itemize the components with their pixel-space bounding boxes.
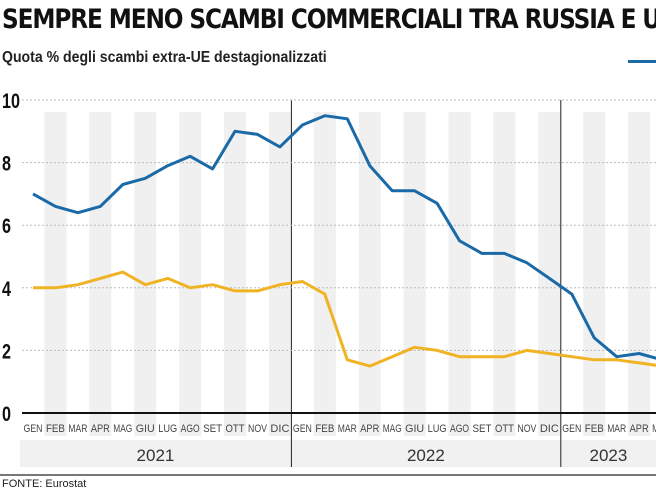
x-tick-label: GEN [293, 423, 312, 435]
month-stripe [583, 112, 606, 436]
chart-title: SEMPRE MENO SCAMBI COMMERCIALI TRA RUSSI… [2, 4, 656, 35]
year-label: 2023 [589, 446, 627, 465]
month-stripe [179, 112, 202, 436]
x-tick-label: NOV [517, 423, 537, 435]
x-tick-label: MAR [607, 423, 626, 435]
year-label: 2022 [407, 446, 445, 465]
y-tick-label: 0 [2, 403, 11, 426]
month-stripe [358, 112, 381, 436]
x-tick-label: LUG [428, 423, 447, 435]
x-tick-label: AGO [181, 423, 200, 435]
month-stripe [628, 112, 651, 436]
x-tick-label: DIC [540, 423, 559, 435]
x-tick-label: GEN [562, 423, 581, 435]
x-tick-label: MAG [383, 423, 402, 435]
legend-series-line [628, 60, 656, 63]
x-tick-label: SET [203, 423, 222, 435]
month-stripe [493, 112, 516, 436]
x-tick-label: NOV [248, 423, 268, 435]
x-tick-label: FEB [46, 423, 65, 435]
x-tick-label: FEB [315, 423, 334, 435]
x-tick-label: MAG [113, 423, 132, 435]
chart-subtitle: Quota % degli scambi extra-UE destagiona… [2, 49, 327, 66]
x-tick-label: MAG [652, 423, 656, 435]
year-band [560, 440, 656, 467]
x-tick-label: GIU [405, 423, 424, 435]
y-tick-label: 4 [2, 278, 11, 301]
x-tick-label: APR [630, 423, 649, 435]
series-line [32, 114, 656, 360]
x-tick-label: GEN [24, 423, 43, 435]
x-tick-label: OTT [495, 423, 514, 435]
x-tick-label: MAR [338, 423, 357, 435]
y-tick-label: 6 [2, 215, 11, 238]
x-tick-label: GIU [136, 423, 155, 435]
year-label: 2021 [137, 446, 175, 465]
x-tick-label: MAR [68, 423, 87, 435]
y-tick-label: 8 [2, 153, 11, 176]
x-tick-label: OTT [226, 423, 245, 435]
year-band [20, 440, 291, 467]
x-tick-label: DIC [270, 423, 289, 435]
month-stripe [44, 112, 67, 436]
x-tick-label: SET [473, 423, 492, 435]
x-tick-label: FEB [585, 423, 604, 435]
x-tick-label: APR [360, 423, 379, 435]
source-note: FONTE: Eurostat [2, 478, 87, 490]
x-tick-label: AGO [450, 423, 469, 435]
year-band [291, 440, 561, 467]
month-stripe [89, 112, 112, 436]
month-stripe [403, 112, 426, 436]
x-tick-label: LUG [158, 423, 177, 435]
month-stripe [313, 112, 336, 436]
month-stripe [268, 112, 291, 436]
x-tick-label: APR [91, 423, 110, 435]
y-tick-label: 2 [2, 340, 11, 363]
month-stripe [448, 112, 471, 436]
month-stripe [134, 112, 157, 436]
y-tick-label: 10 [2, 90, 20, 113]
month-stripe [224, 112, 247, 436]
